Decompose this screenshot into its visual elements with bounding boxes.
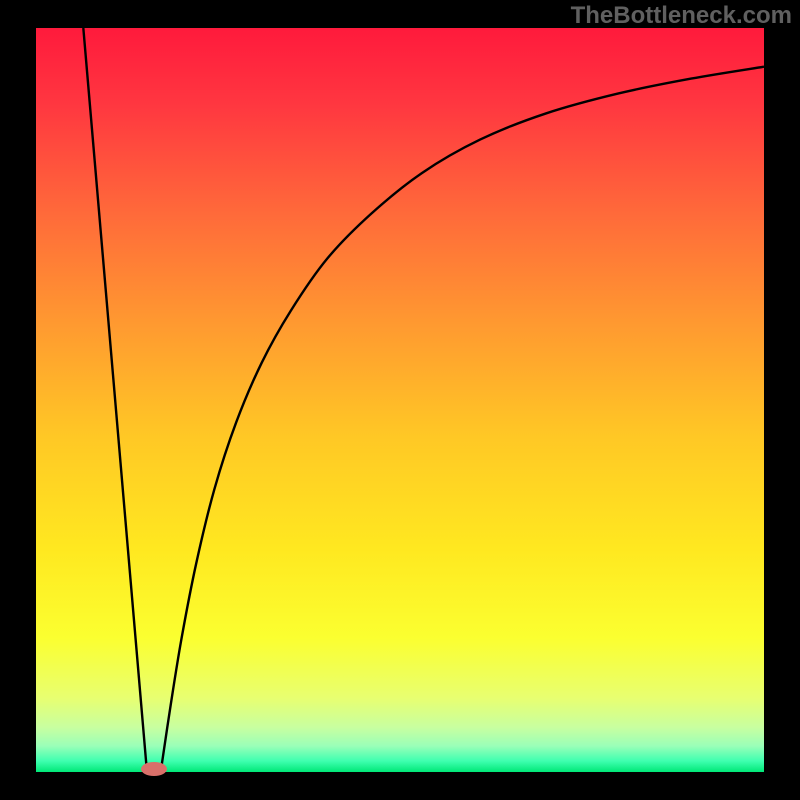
watermark-text: TheBottleneck.com (571, 2, 792, 30)
curve-right (161, 67, 764, 769)
curve-layer (36, 28, 764, 772)
plot-area (36, 28, 764, 772)
bottleneck-marker (141, 762, 167, 776)
curve-left (83, 28, 146, 768)
chart-container: TheBottleneck.com (0, 0, 800, 800)
